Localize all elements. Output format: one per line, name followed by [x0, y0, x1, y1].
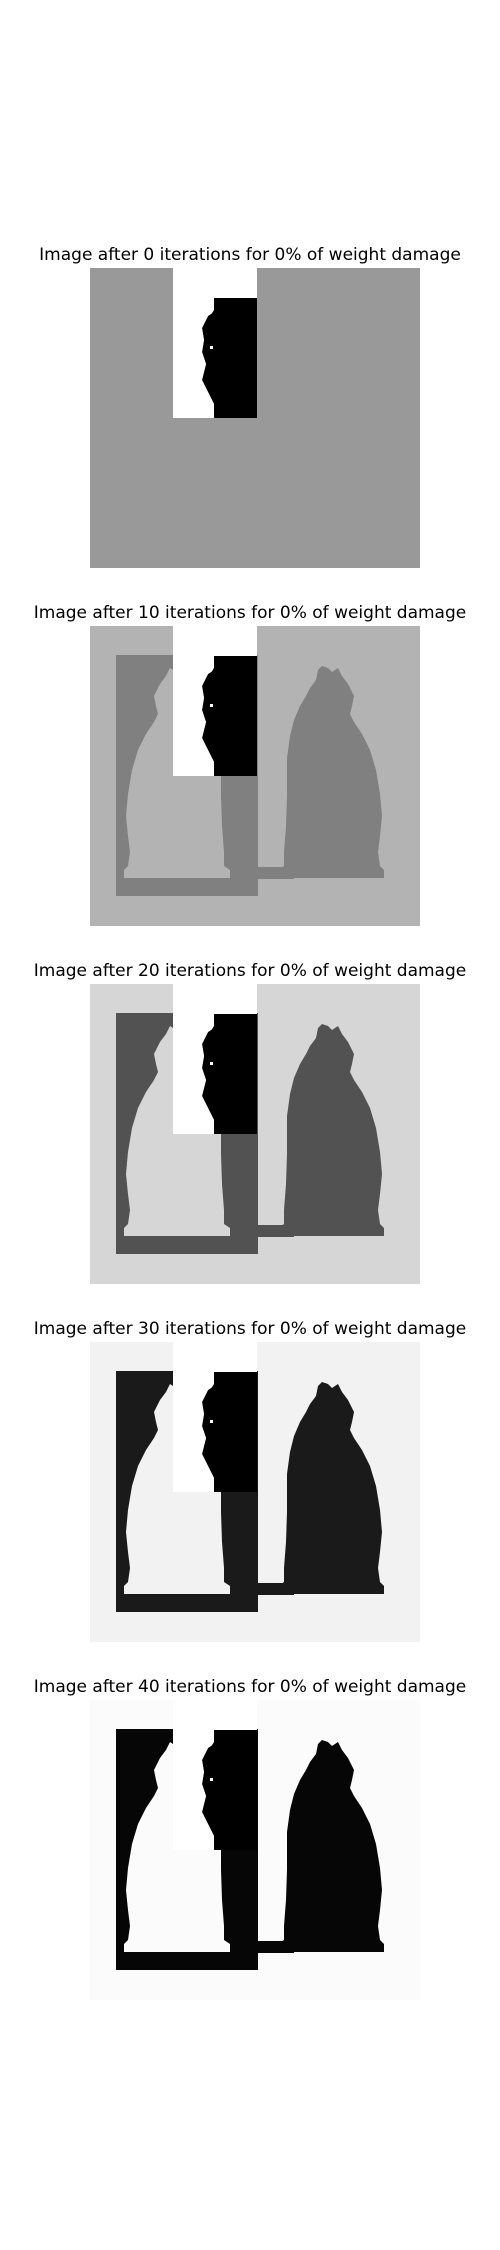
ground-strip	[258, 867, 294, 879]
cue-cat-head	[204, 1026, 214, 1116]
cue-cat-eye	[210, 346, 213, 349]
cue-white-side	[173, 298, 220, 418]
cue-patch-top	[173, 268, 257, 298]
ground-strip	[258, 1583, 294, 1595]
reconstruction-image	[90, 984, 420, 1284]
ground-strip	[258, 1941, 294, 1953]
cue-cat-head	[204, 310, 214, 400]
panel-title: Image after 0 iterations for 0% of weigh…	[39, 245, 461, 265]
panel-title: Image after 30 iterations for 0% of weig…	[33, 1319, 467, 1339]
right-cat-silhouette	[278, 666, 384, 878]
cue-black-side	[214, 656, 257, 776]
reconstruction-image	[90, 268, 420, 568]
panel-title: Image after 20 iterations for 0% of weig…	[33, 961, 467, 981]
reconstruction-image	[90, 1700, 420, 2000]
cue-cat-eye	[210, 704, 213, 707]
cue-cat-head	[204, 668, 214, 758]
right-cat-silhouette	[278, 1024, 384, 1236]
cue-cat-head	[204, 1384, 214, 1474]
reconstruction-image	[90, 1342, 420, 1642]
cue-patch-top	[173, 626, 257, 656]
right-cat-silhouette	[278, 1740, 384, 1952]
cue-black-side	[214, 1014, 257, 1134]
panel-title: Image after 40 iterations for 0% of weig…	[33, 1677, 467, 1697]
cue-white-side	[173, 1730, 220, 1850]
cue-patch-top	[173, 1342, 257, 1372]
cue-cat-eye	[210, 1420, 213, 1423]
cue-cat-eye	[210, 1062, 213, 1065]
cue-white-side	[173, 1372, 220, 1492]
ground-strip	[258, 1225, 294, 1237]
cue-patch-top	[173, 984, 257, 1014]
cue-patch-top	[173, 1700, 257, 1730]
cue-black-side	[214, 1372, 257, 1492]
cue-cat-eye	[210, 1778, 213, 1781]
cue-white-side	[173, 656, 220, 776]
cue-cat-head	[204, 1742, 214, 1832]
panel-title: Image after 10 iterations for 0% of weig…	[33, 603, 467, 623]
cue-white-side	[173, 1014, 220, 1134]
reconstruction-image	[90, 626, 420, 926]
cue-black-side	[214, 298, 257, 418]
right-cat-silhouette	[278, 1382, 384, 1594]
cue-black-side	[214, 1730, 257, 1850]
